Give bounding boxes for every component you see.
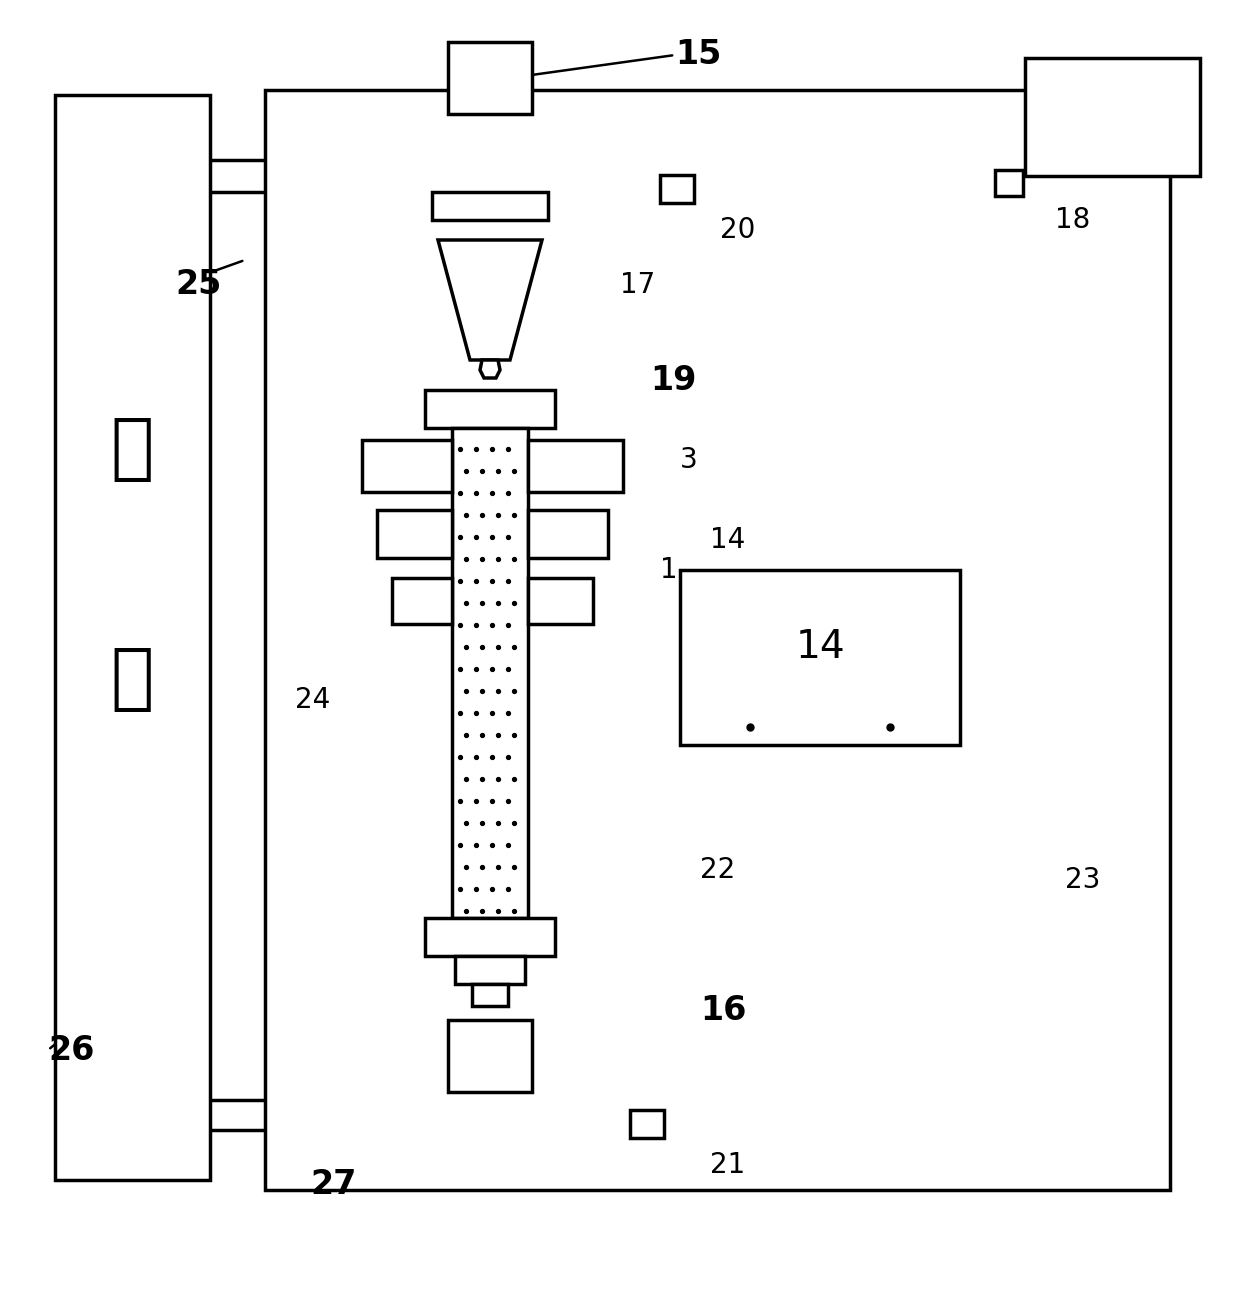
- Text: 19: 19: [650, 364, 697, 397]
- Bar: [377, 511, 453, 558]
- Text: 17: 17: [620, 271, 655, 298]
- Polygon shape: [438, 240, 542, 360]
- Text: 24: 24: [295, 686, 330, 713]
- Text: 20: 20: [720, 216, 755, 243]
- Text: 3: 3: [680, 446, 698, 474]
- Bar: [453, 428, 528, 918]
- Bar: [392, 579, 453, 624]
- Text: 25: 25: [175, 268, 222, 301]
- Text: 18: 18: [1055, 206, 1090, 234]
- Text: 15: 15: [675, 38, 722, 72]
- Bar: [55, 96, 210, 1179]
- Bar: [432, 192, 548, 220]
- Bar: [630, 1110, 663, 1138]
- Bar: [1025, 58, 1200, 175]
- Text: 23: 23: [1065, 867, 1100, 894]
- Bar: [680, 569, 960, 745]
- Bar: [425, 918, 556, 956]
- Bar: [472, 984, 508, 1007]
- Text: 16: 16: [701, 994, 746, 1026]
- Text: 22: 22: [701, 856, 735, 884]
- Bar: [455, 956, 525, 984]
- Bar: [362, 440, 453, 492]
- Text: 道: 道: [110, 645, 154, 715]
- Bar: [994, 170, 1023, 196]
- Bar: [528, 440, 622, 492]
- Bar: [660, 175, 694, 203]
- Text: 1: 1: [660, 556, 677, 584]
- Bar: [448, 42, 532, 114]
- Text: 27: 27: [310, 1169, 356, 1202]
- Bar: [425, 390, 556, 428]
- Text: 26: 26: [48, 1034, 94, 1067]
- Bar: [528, 511, 608, 558]
- Bar: [265, 90, 1171, 1190]
- Text: 21: 21: [711, 1151, 745, 1179]
- Text: 烟: 烟: [110, 415, 154, 484]
- Bar: [528, 579, 593, 624]
- Polygon shape: [480, 360, 500, 378]
- Bar: [448, 1020, 532, 1092]
- Text: 14: 14: [711, 526, 745, 554]
- Text: 14: 14: [795, 628, 844, 666]
